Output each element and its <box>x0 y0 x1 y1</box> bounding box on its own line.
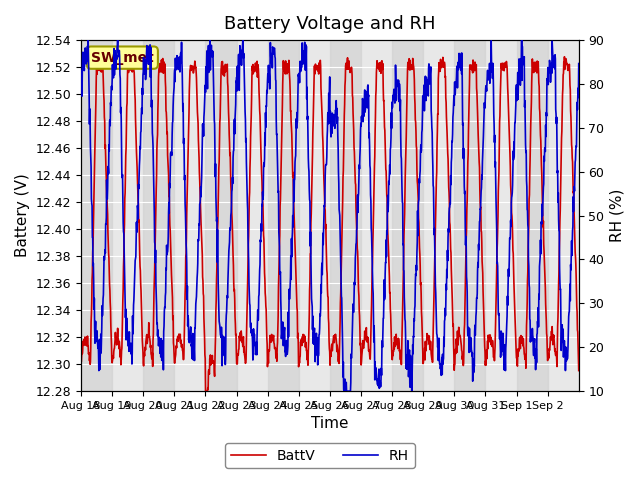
BattV <box>575 368 582 373</box>
Bar <box>454 40 485 391</box>
Bar <box>330 40 361 391</box>
Bar <box>81 40 112 391</box>
RH <box>569 224 577 229</box>
Bar <box>143 40 174 391</box>
BattV <box>77 359 85 365</box>
RH <box>317 305 324 311</box>
Bar <box>516 40 548 391</box>
Y-axis label: RH (%): RH (%) <box>610 189 625 242</box>
Title: Battery Voltage and RH: Battery Voltage and RH <box>224 15 436 33</box>
Line: BattV: BattV <box>81 57 579 391</box>
BattV <box>307 211 315 216</box>
RH <box>307 278 315 284</box>
RH <box>575 60 582 66</box>
BattV <box>155 68 163 73</box>
Line: RH: RH <box>81 40 579 391</box>
RH <box>447 159 455 165</box>
Text: SW_met: SW_met <box>91 51 154 65</box>
Legend: BattV, RH: BattV, RH <box>225 443 415 468</box>
Y-axis label: Battery (V): Battery (V) <box>15 174 30 257</box>
RH <box>156 335 163 340</box>
BattV <box>569 173 577 179</box>
BattV <box>202 388 209 394</box>
BattV <box>561 54 568 60</box>
BattV <box>520 345 528 351</box>
BattV <box>317 63 324 69</box>
RH <box>520 54 528 60</box>
Bar <box>392 40 423 391</box>
BattV <box>447 250 455 256</box>
RH <box>77 68 85 73</box>
Bar <box>268 40 299 391</box>
X-axis label: Time: Time <box>311 417 349 432</box>
RH <box>114 37 122 43</box>
RH <box>340 388 348 394</box>
Bar <box>205 40 237 391</box>
